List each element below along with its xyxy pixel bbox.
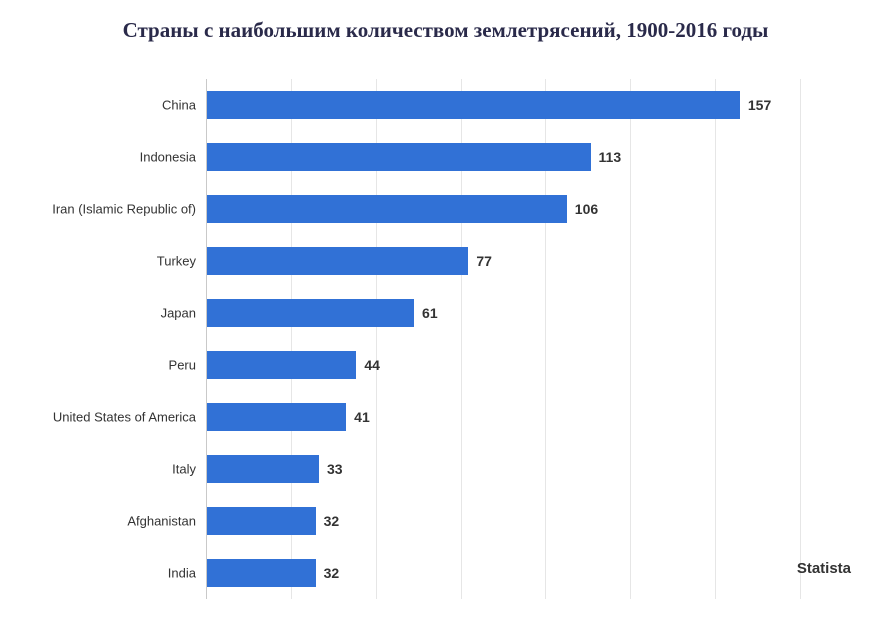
value-label: 113	[599, 149, 622, 165]
value-label: 106	[575, 201, 598, 217]
bar	[207, 559, 316, 587]
bar	[207, 247, 468, 275]
value-label: 44	[364, 357, 380, 373]
category-label: Turkey	[157, 254, 196, 269]
bar	[207, 403, 346, 431]
category-label: Iran (Islamic Republic of)	[52, 202, 196, 217]
bar	[207, 299, 414, 327]
attribution-label: Statista	[797, 560, 851, 577]
chart-row: Turkey77	[206, 235, 846, 287]
chart-row: Peru44	[206, 339, 846, 391]
category-label: United States of America	[53, 410, 196, 425]
bar	[207, 351, 356, 379]
bar	[207, 507, 316, 535]
category-label: China	[162, 98, 196, 113]
bar	[207, 143, 591, 171]
chart-row: Iran (Islamic Republic of)106	[206, 183, 846, 235]
chart-row: Japan61	[206, 287, 846, 339]
bar-chart: China157Indonesia113Iran (Islamic Republ…	[206, 79, 846, 599]
value-label: 157	[748, 97, 771, 113]
category-label: Peru	[169, 358, 196, 373]
chart-title: Страны с наибольшим количеством землетря…	[0, 0, 891, 51]
bar	[207, 91, 740, 119]
value-label: 32	[324, 565, 340, 581]
category-label: India	[168, 566, 196, 581]
category-label: Indonesia	[140, 150, 196, 165]
chart-row: China157	[206, 79, 846, 131]
bar	[207, 195, 567, 223]
chart-row: Italy33	[206, 443, 846, 495]
chart-row: United States of America41	[206, 391, 846, 443]
value-label: 41	[354, 409, 370, 425]
chart-row: Indonesia113	[206, 131, 846, 183]
value-label: 77	[476, 253, 492, 269]
category-label: Japan	[161, 306, 196, 321]
category-label: Afghanistan	[127, 514, 196, 529]
chart-row: Afghanistan32	[206, 495, 846, 547]
value-label: 61	[422, 305, 438, 321]
value-label: 33	[327, 461, 343, 477]
bar	[207, 455, 319, 483]
value-label: 32	[324, 513, 340, 529]
category-label: Italy	[172, 462, 196, 477]
chart-row: India32	[206, 547, 846, 599]
